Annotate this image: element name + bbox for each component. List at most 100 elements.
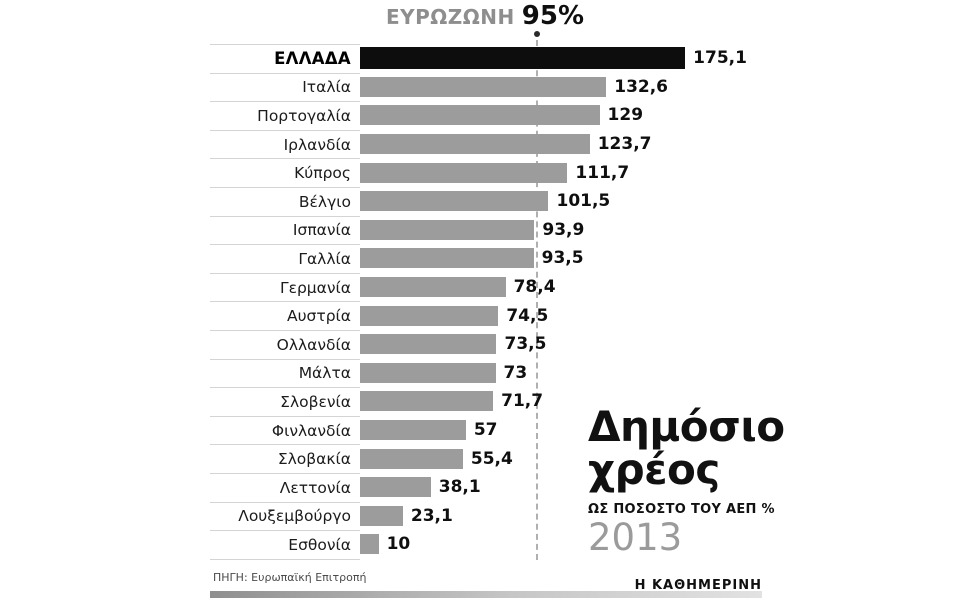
bar <box>360 76 607 97</box>
source-note: ΠΗΓΗ: Ευρωπαϊκή Επιτροπή <box>213 571 367 584</box>
bar-area: 23,1 <box>360 502 772 531</box>
value-label: 73,5 <box>504 334 547 355</box>
chart-row: Πορτογαλία 129 <box>210 101 772 130</box>
bar-area: 175,1 <box>360 44 772 73</box>
value-label: 74,5 <box>506 305 549 326</box>
chart-year: 2013 <box>588 515 683 559</box>
chart-subtitle: ΩΣ ΠΟΣΟΣΤΟ ΤΟΥ ΑΕΠ % <box>588 501 775 517</box>
bar <box>360 334 497 355</box>
chart-row: Εσθονία 10 <box>210 530 772 559</box>
country-label: Γαλλία <box>210 244 360 273</box>
country-label: Σλοβακία <box>210 444 360 473</box>
chart-row: Ιρλανδία 123,7 <box>210 129 772 159</box>
chart-annotation: Δημόσιο χρέος ΩΣ ΠΟΣΟΣΤΟ ΤΟΥ ΑΕΠ % 2013 <box>588 405 785 559</box>
chart-header: ΕΥΡΩΖΩΝΗ 95% <box>375 1 595 31</box>
chart-row: ΕΛΛΑΔΑ 175,1 <box>210 44 772 73</box>
bar <box>360 162 568 183</box>
country-label: Ιταλία <box>210 72 360 102</box>
country-label: ΕΛΛΑΔΑ <box>210 44 360 73</box>
reference-line-dot <box>534 31 540 37</box>
chart-row: Σλοβενία 71,7 <box>210 387 772 416</box>
eurozone-value: 95% <box>521 1 585 31</box>
country-label: Κύπρος <box>210 158 360 187</box>
bar <box>360 362 496 383</box>
value-label: 38,1 <box>438 477 481 498</box>
chart-row: Βέλγιο 101,5 <box>210 186 772 216</box>
value-label: 101,5 <box>556 191 611 212</box>
country-label: Λεττονία <box>210 472 360 502</box>
value-label: 78,4 <box>513 277 556 298</box>
value-label: 55,4 <box>470 448 513 469</box>
value-label: 71,7 <box>501 391 544 412</box>
country-label: Σλοβενία <box>210 387 360 416</box>
country-label: Εσθονία <box>210 530 360 559</box>
bar-area: 111,7 <box>360 158 772 187</box>
bar-highlighted <box>360 47 686 70</box>
value-label: 23,1 <box>410 505 453 526</box>
chart-row: Κύπρος 111,7 <box>210 158 772 187</box>
bar <box>360 420 466 441</box>
value-label: 93,5 <box>541 248 584 269</box>
chart-title: Δημόσιο χρέος <box>588 405 785 494</box>
value-label: 175,1 <box>693 48 747 69</box>
bar-area: 73 <box>360 359 772 388</box>
bar <box>360 448 463 469</box>
bar <box>360 534 379 555</box>
country-label: Πορτογαλία <box>210 101 360 130</box>
value-label: 73 <box>503 362 528 383</box>
bar <box>360 105 600 126</box>
chart-row: Αυστρία 74,5 <box>210 301 772 330</box>
country-label: Ιρλανδία <box>210 129 360 159</box>
value-label: 10 <box>386 534 411 555</box>
chart-row: Σλοβακία 55,4 <box>210 444 772 473</box>
value-label: 129 <box>607 105 644 126</box>
country-label: Μάλτα <box>210 358 360 388</box>
bar-area: 132,6 <box>360 73 772 102</box>
country-label: Βέλγιο <box>210 186 360 216</box>
chart-row: Ισπανία 93,9 <box>210 215 772 245</box>
bar-area: 93,5 <box>360 244 772 273</box>
bar-area: 74,5 <box>360 301 772 330</box>
value-label: 57 <box>473 420 498 441</box>
bar <box>360 248 534 269</box>
country-label: Φινλανδία <box>210 415 360 445</box>
chart-row: Γερμανία 78,4 <box>210 272 772 302</box>
bar-area: 73,5 <box>360 330 772 359</box>
bar <box>360 277 506 298</box>
bar <box>360 191 549 212</box>
chart-row: Ολλανδία 73,5 <box>210 329 772 359</box>
bar-area: 38,1 <box>360 473 772 502</box>
chart-row: Γαλλία 93,5 <box>210 244 772 273</box>
bar <box>360 391 494 412</box>
bar-area: 10 <box>360 530 772 559</box>
country-label: Αυστρία <box>210 301 360 330</box>
bar <box>360 477 431 498</box>
chart-row: Φινλανδία 57 <box>210 415 772 445</box>
newspaper-brand: Η ΚΑΘΗΜΕΡΙΝΗ <box>634 578 762 593</box>
country-label: Ισπανία <box>210 215 360 245</box>
chart-title-line2: χρέος <box>588 444 720 494</box>
bar-area: 57 <box>360 416 772 445</box>
value-label: 93,9 <box>542 219 585 240</box>
chart-row: Λεττονία 38,1 <box>210 472 772 502</box>
debt-bar-chart: ΕΛΛΑΔΑ 175,1 Ιταλία 132,6 Πορτογαλία 129 Ιρλαν… <box>210 44 772 560</box>
country-label: Ολλανδία <box>210 329 360 359</box>
chart-row: Λουξεμβούργο 23,1 <box>210 501 772 531</box>
eurozone-label: ΕΥΡΩΖΩΝΗ <box>385 5 515 29</box>
bar-area: 78,4 <box>360 273 772 302</box>
bar-area: 71,7 <box>360 387 772 416</box>
country-label: Γερμανία <box>210 272 360 302</box>
bar-area: 123,7 <box>360 130 772 159</box>
bar-area: 101,5 <box>360 187 772 216</box>
bar-area: 129 <box>360 101 772 130</box>
bar-area: 55,4 <box>360 444 772 473</box>
country-label: Λουξεμβούργο <box>210 501 360 531</box>
bar-area: 93,9 <box>360 216 772 245</box>
chart-row: Μάλτα 73 <box>210 358 772 388</box>
bar <box>360 505 403 526</box>
value-label: 123,7 <box>597 134 652 155</box>
value-label: 132,6 <box>614 76 669 97</box>
bar <box>360 305 499 326</box>
chart-title-line1: Δημόσιο <box>588 402 785 451</box>
